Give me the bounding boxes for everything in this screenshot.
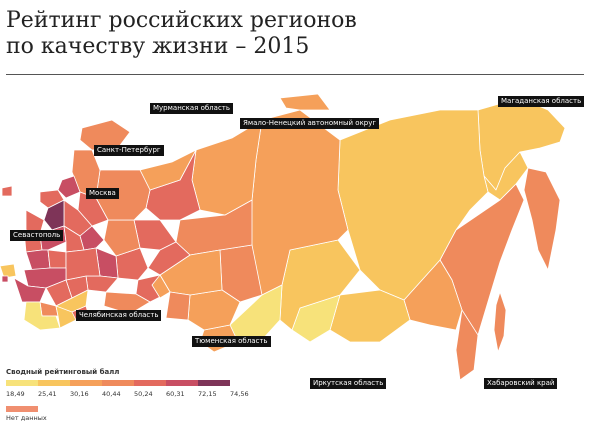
legend-tick-label: 60,31 [166,390,185,398]
region-kalmykia [55,289,89,313]
legend-tick-label: 72,15 [198,390,217,398]
region-penza [65,247,101,281]
region-sakhalin [493,291,507,353]
legend-title: Сводный рейтинговый балл [6,368,120,376]
region-orenburg [103,291,151,315]
region-spb [57,175,81,199]
region-krasnodar [13,277,47,303]
label-moscow: Москва [86,188,119,199]
region-omsk [165,291,191,321]
label-tyumen: Тюменская область [192,336,271,347]
legend-tick-label: 25,41 [38,390,57,398]
label-khabarovsk: Хабаровский край [484,378,558,389]
region-zabaikalye [329,289,411,343]
region-belgorod [25,249,51,271]
label-spb: Санкт-Петербург [94,145,164,156]
region-kaliningrad [1,185,13,197]
region-yakutia [337,109,489,301]
region-amur [403,259,463,331]
region-samara [85,275,119,293]
legend-tick-label: 74,56 [230,390,249,398]
region-kurgan [151,274,171,299]
legend-swatch [134,380,166,386]
title-divider [6,74,584,75]
legend-nodata-label: Нет данных [6,414,47,422]
legend-swatch [6,380,38,386]
title-line-2: по качеству жизни – 2015 [6,34,310,59]
label-murmansk: Мурманская область [150,103,233,114]
legend-tick-label: 18,49 [6,390,25,398]
legend-color-scale [6,380,230,386]
label-irkutsk: Иркутская область [310,378,387,389]
region-crimea [0,263,17,279]
legend-ticks: 18,49 25,41 30,16 40,44 50,24 60,31 72,15 74,56 [6,390,286,400]
legend-tick-label: 30,16 [70,390,89,398]
label-chelyabinsk: Челябинская область [76,310,162,321]
region-sverdlovsk [147,241,191,276]
region-sevastopol [1,275,9,283]
region-primorye [455,309,479,380]
label-sevastopol: Севастополь [10,230,64,241]
legend-tick-label: 40,44 [102,390,121,398]
legend-swatch [70,380,102,386]
russia-choropleth-map [0,93,566,380]
region-kamchatka [523,167,561,271]
legend-nodata-swatch [6,406,38,412]
legend-tick-label: 50,24 [134,390,153,398]
label-magadan: Магаданская область [498,96,585,107]
label-yamal: Ямало-Ненецкий автономный округ [240,118,380,129]
title-line-1: Рейтинг российских регионов [6,8,357,33]
region-tver [39,189,65,209]
region-voronezh [47,249,67,269]
region-taimyr [279,93,331,111]
legend-swatch [198,380,230,386]
legend-swatch [38,380,70,386]
legend-swatch [166,380,198,386]
legend-swatch [102,380,134,386]
page-title: Рейтинг российских регионов по качеству … [6,8,586,60]
region-caucasus [23,301,61,331]
